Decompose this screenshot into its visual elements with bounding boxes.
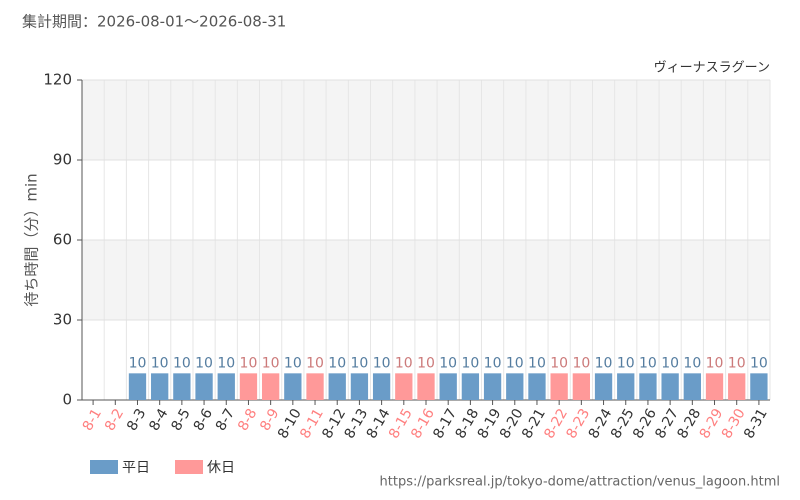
x-tick-label: 8-8 [235,406,260,434]
bar [594,373,613,400]
bar [483,373,502,400]
bar [239,373,258,400]
value-label: 10 [351,355,369,371]
bar [372,373,391,400]
value-label: 10 [528,355,546,371]
bar [350,373,369,400]
bar [217,373,235,400]
bar [617,373,635,400]
legend-swatch [175,460,203,474]
source-url: https://parksreal.jp/tokyo-dome/attracti… [380,475,780,490]
y-tick-label: 90 [53,151,72,169]
value-label: 10 [195,355,213,371]
value-label: 10 [417,355,435,371]
value-label: 10 [240,355,258,371]
grid-band [82,240,770,320]
y-tick-label: 120 [43,71,72,89]
bar [550,373,568,400]
value-label: 10 [129,355,147,371]
bar [439,373,457,400]
bar [306,373,324,400]
bar [461,373,480,400]
value-label: 10 [328,355,346,371]
legend-label: 平日 [122,460,150,476]
chart-title: 集計期間：2026-08-01〜2026-08-31 [22,13,286,31]
value-label: 10 [550,355,568,371]
x-tick-label: 8-31 [741,406,771,442]
legend-label: 休日 [207,460,235,476]
value-label: 10 [706,355,724,371]
x-tick-label: 8-2 [102,406,127,434]
bar [173,373,191,400]
y-axis-label: 待ち時間（分）min [23,173,41,306]
bar [572,373,591,400]
bar [705,373,724,400]
value-label: 10 [217,355,235,371]
x-tick-label: 8-6 [191,406,216,434]
value-label: 10 [683,355,701,371]
bar [506,373,524,400]
legend-swatch [90,460,118,474]
bar [661,373,679,400]
value-label: 10 [750,355,768,371]
value-label: 10 [461,355,479,371]
y-tick-label: 0 [62,391,72,409]
bar [728,373,746,400]
grid-band [82,80,770,160]
y-tick-label: 60 [53,231,72,249]
bar [284,373,302,400]
bar [261,373,280,400]
value-label: 10 [639,355,657,371]
bar [528,373,546,400]
y-tick-label: 30 [53,311,72,329]
value-label: 10 [373,355,391,371]
bar [128,373,147,400]
value-label: 10 [728,355,746,371]
value-label: 10 [439,355,457,371]
bar [750,373,768,400]
value-label: 10 [595,355,613,371]
value-label: 10 [661,355,679,371]
x-tick-label: 8-3 [124,406,149,434]
value-label: 10 [173,355,191,371]
x-tick-label: 8-1 [80,406,105,434]
value-label: 10 [262,355,280,371]
value-label: 10 [306,355,324,371]
value-label: 10 [484,355,502,371]
value-label: 10 [395,355,413,371]
x-tick-label: 8-7 [213,406,238,434]
value-label: 10 [151,355,169,371]
bar [639,373,657,400]
x-tick-label: 8-4 [146,406,171,434]
value-label: 10 [284,355,302,371]
value-label: 10 [572,355,590,371]
bar [151,373,169,400]
value-label: 10 [617,355,635,371]
bar [195,373,213,400]
bar [683,373,701,400]
x-tick-label: 8-5 [169,406,194,434]
value-label: 10 [506,355,524,371]
chart-subtitle: ヴィーナスラグーン [654,60,770,76]
bar [395,373,413,400]
bar [328,373,346,400]
bar [417,373,435,400]
